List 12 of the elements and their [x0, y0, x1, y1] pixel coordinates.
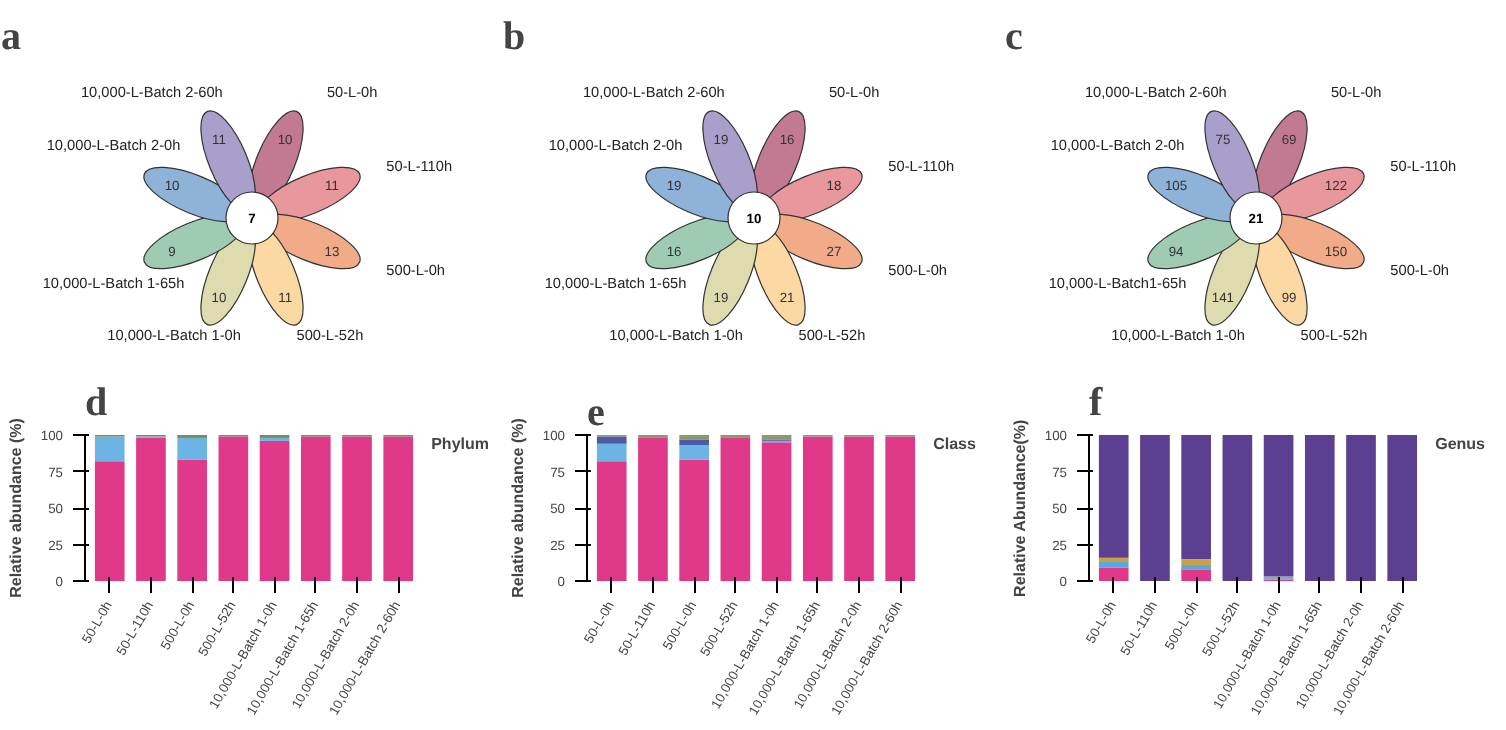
legend-title: Genus [1435, 435, 1487, 453]
y-axis-title: Relative abundance (%) [508, 417, 527, 598]
y-axis-title: Relative Abundance(%) [1010, 419, 1029, 597]
legend-title: Phylum [431, 435, 489, 453]
chart-title: d [85, 381, 108, 425]
text: a [1, 15, 21, 59]
legend-title: Class [933, 435, 977, 453]
text: b [503, 15, 526, 59]
chart-title: e [587, 391, 605, 435]
chart-title: f [1089, 381, 1103, 425]
y-axis-title: Relative abundance (%) [6, 417, 25, 598]
text: c [1005, 15, 1023, 59]
